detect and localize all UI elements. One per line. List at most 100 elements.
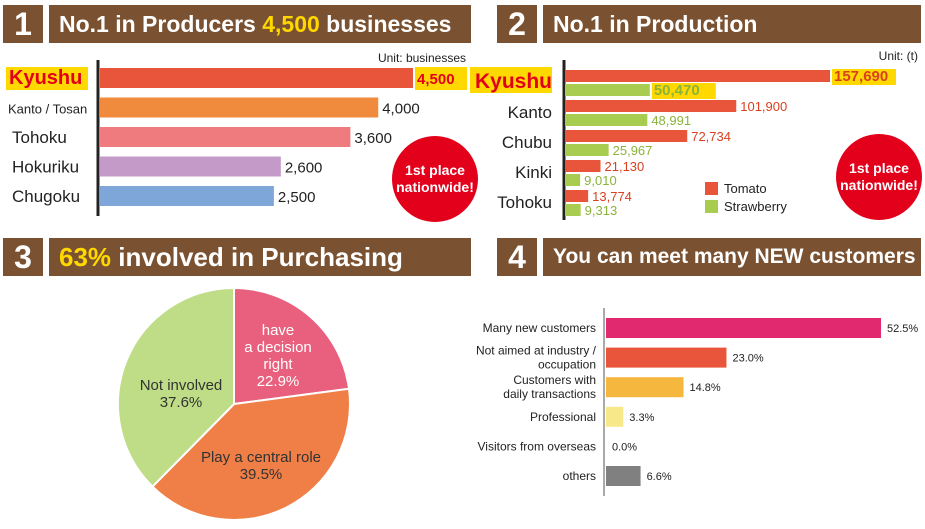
chart2-value-label: 50,470 [654, 82, 700, 99]
chart1-bar [100, 97, 379, 118]
producers-bar-chart: Unit: businesses Kyushu 4,500 Kanto / Tosan… [6, 51, 467, 216]
panel1-title-highlight: 4,500 [262, 10, 320, 37]
chart1-category-label: Tohoku [12, 128, 67, 147]
panel2-title: No.1 in Production [543, 5, 921, 43]
panel4-header: 4 You can meet many NEW customers [497, 238, 921, 276]
chart1-value-label: 4,000 [382, 101, 420, 118]
chart1-unit-label: Unit: businesses [378, 51, 466, 65]
chart4-value-label: 23.0% [732, 353, 763, 365]
chart2-value-highlight [651, 83, 716, 99]
chart4-category-label: others [563, 469, 596, 483]
chart2-category-highlight [470, 67, 552, 93]
chart2-bar-tomato [565, 190, 589, 202]
chart4-value-label: 6.6% [647, 471, 672, 483]
chart2-value-label: 13,774 [592, 189, 632, 204]
chart2-unit-label: Unit: (t) [879, 49, 918, 63]
panel1-header: 1 No.1 in Producers 4,500 businesses [3, 5, 471, 43]
chart2-bar-strawberry [565, 204, 581, 216]
chart4-value-label: 14.8% [690, 382, 721, 394]
chart1-value-label: 2,600 [285, 160, 323, 177]
badge1-line2: nationwide! [396, 179, 474, 195]
panel3-title: 63% involved in Purchasing [49, 238, 471, 276]
chart2-bar-tomato [565, 160, 601, 172]
pie-not-involved-value: 37.6% [159, 394, 203, 411]
panel3-title-highlight: 63% [59, 241, 112, 272]
panel1-title-post: businesses [319, 10, 452, 37]
chart2-value-highlight [832, 69, 896, 85]
chart1-value-label: 4,500 [417, 71, 455, 88]
chart4-category-label: Professional [530, 410, 596, 424]
chart2-category-label: Kyushu [475, 70, 552, 93]
chart4-bar [606, 406, 624, 427]
chart2-category-label: Chubu [502, 133, 552, 152]
badge-first-place-1: 1st place nationwide! [392, 136, 478, 222]
chart2-value-label: 21,130 [605, 159, 645, 174]
panel2-header: 2 No.1 in Production [497, 5, 921, 43]
pie-decision-value: 22.9% [256, 373, 300, 390]
chart4-bar [606, 318, 881, 338]
pie-slice-0 [233, 286, 351, 406]
chart4-bar [606, 377, 684, 398]
panel4-title: You can meet many NEW customers [543, 238, 921, 276]
chart2-legend-swatch-tomato [705, 182, 718, 195]
chart1-bar [100, 68, 413, 88]
panel1-title: No.1 in Producers 4,500 businesses [49, 5, 471, 43]
panel3-header: 3 63% involved in Purchasing [3, 238, 471, 276]
chart2-bar-strawberry [565, 174, 581, 186]
panel1-title-pre: No.1 in Producers [59, 10, 263, 37]
chart4-value-label: 3.3% [629, 412, 654, 424]
chart2-value-label: 48,991 [651, 113, 691, 128]
chart2-legend-label-tomato: Tomato [724, 181, 767, 196]
chart4-value-label: 0.0% [612, 441, 637, 453]
chart1-category-highlight [6, 67, 88, 90]
chart2-value-label: 72,734 [691, 129, 731, 144]
chart4-category-label: Not aimed at industry / occupation [476, 344, 597, 372]
chart2-value-label: 157,690 [834, 68, 888, 85]
chart2-bar-tomato [565, 130, 688, 142]
chart1-bar [100, 127, 351, 147]
chart4-category-label: Visitors from overseas [478, 439, 596, 453]
chart2-value-label: 25,967 [613, 143, 653, 158]
pie-central-text: Play a central role [200, 449, 322, 466]
chart2-category-label: Kinki [515, 163, 552, 182]
chart2-legend-label-strawberry: Strawberry [724, 199, 787, 214]
chart4-category-label: Customers with daily transactions [503, 373, 596, 401]
chart1-value-label: 2,500 [278, 189, 316, 206]
pie-decision-text: have a decision right [244, 322, 312, 373]
badge1-line1: 1st place [405, 162, 465, 178]
chart2-bar-tomato [565, 100, 737, 112]
chart2-bar-strawberry [565, 144, 609, 156]
pie-central-value: 39.5% [239, 466, 283, 483]
chart2-bar-strawberry [565, 114, 648, 126]
panel1-number: 1 [3, 5, 43, 43]
chart1-category-label: Kanto / Tosan [8, 102, 87, 117]
chart4-value-label: 52.5% [887, 323, 918, 335]
chart1-category-label: Kyushu [9, 67, 82, 89]
chart1-bar [100, 186, 274, 206]
chart4-bar [606, 347, 727, 368]
purchasing-pie-chart [117, 286, 351, 521]
chart1-category-label: Hokuriku [12, 158, 79, 177]
badge2-line1: 1st place [849, 160, 909, 176]
chart1-value-highlight [415, 67, 467, 90]
pie-label-not-involved: Not involved 37.6% [126, 377, 236, 411]
badge2-line2: nationwide! [840, 177, 918, 193]
pie-slice-1 [151, 387, 351, 521]
badge-first-place-2: 1st place nationwide! [836, 134, 922, 220]
panel2-number: 2 [497, 5, 537, 43]
chart2-bar-tomato [565, 70, 830, 82]
chart4-category-label: Many new customers [483, 321, 596, 335]
chart2-value-label: 9,010 [584, 173, 617, 188]
new-customers-bar-chart: Many new customers 52.5% Not aimed at indu… [476, 308, 918, 496]
chart1-value-label: 3,600 [354, 130, 392, 147]
panel4-number: 4 [497, 238, 537, 276]
chart2-category-label: Tohoku [497, 193, 552, 212]
pie-not-involved-text: Not involved [139, 377, 223, 394]
chart1-bar [100, 156, 281, 177]
panel3-title-post: involved in Purchasing [111, 241, 403, 272]
pie-label-central: Play a central role 39.5% [186, 449, 336, 483]
chart4-bar [606, 466, 641, 486]
chart2-category-label: Kanto [508, 103, 552, 122]
chart2-value-label: 9,313 [585, 203, 618, 218]
pie-slice-2 [117, 286, 235, 488]
